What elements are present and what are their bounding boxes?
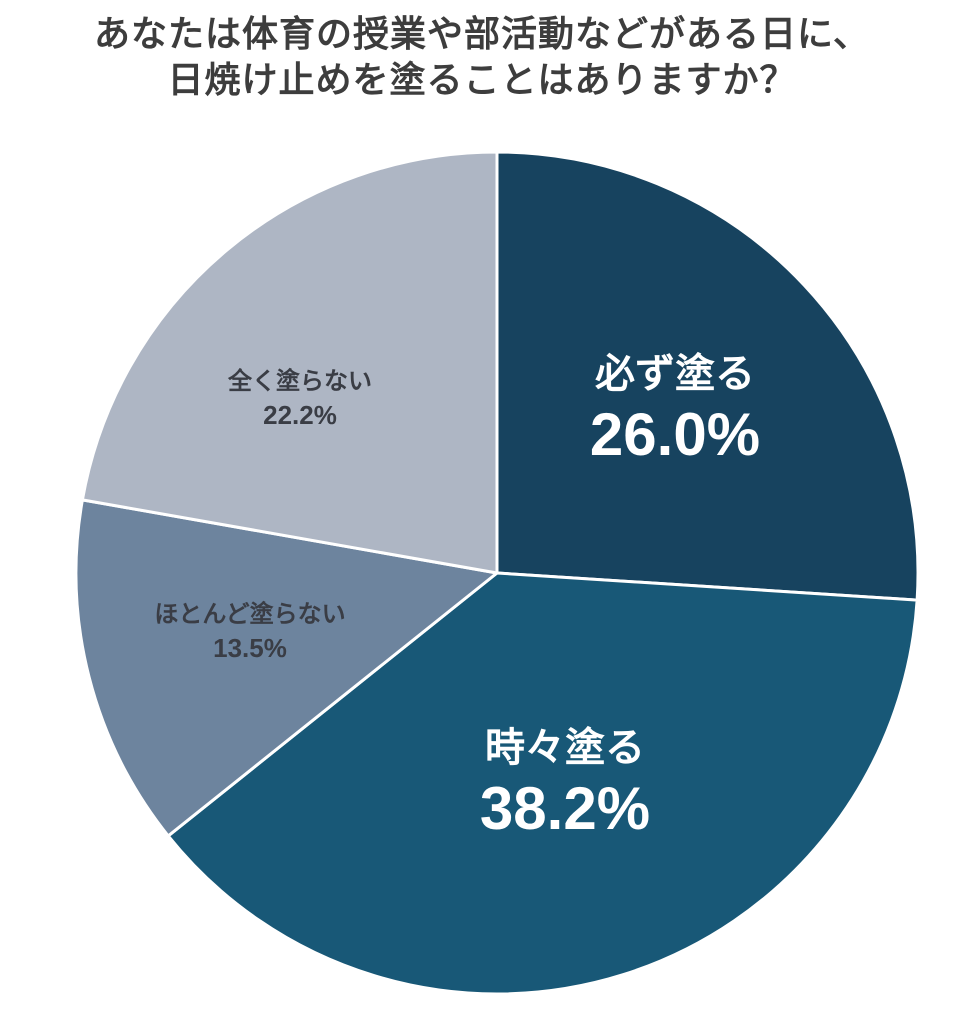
slice-sometimes <box>166 571 919 996</box>
slice-label-rarely: ほとんど塗らない 13.5% <box>100 597 400 665</box>
slice-label-name: ほとんど塗らない <box>154 600 346 628</box>
slice-label-never: 全く塗らない 22.2% <box>190 364 410 432</box>
slice-label-percent: 13.5% <box>213 633 287 663</box>
slice-always <box>495 150 920 602</box>
chart-title-line-2: 日焼け止めを塗ることはありますか？ <box>167 60 797 101</box>
chart-title-line-1: あなたは体育の授業や部活動などがある日に、 <box>94 14 870 55</box>
slice-never <box>80 150 499 575</box>
slice-label-percent: 26.0% <box>589 401 761 468</box>
slice-label-percent: 22.2% <box>263 400 337 430</box>
slice-label-sometimes: 時々塗る 38.2% <box>450 722 680 844</box>
slice-label-name: 必ず塗る <box>595 351 755 397</box>
chart-title: あなたは体育の授業や部活動などがある日に、 日焼け止めを塗ることはありますか？ <box>0 12 964 104</box>
slice-label-always: 必ず塗る 26.0% <box>560 348 790 470</box>
slice-label-name: 時々塗る <box>485 725 645 771</box>
slice-rarely <box>74 498 499 838</box>
slice-label-percent: 38.2% <box>479 775 651 842</box>
slice-label-name: 全く塗らない <box>228 367 372 395</box>
